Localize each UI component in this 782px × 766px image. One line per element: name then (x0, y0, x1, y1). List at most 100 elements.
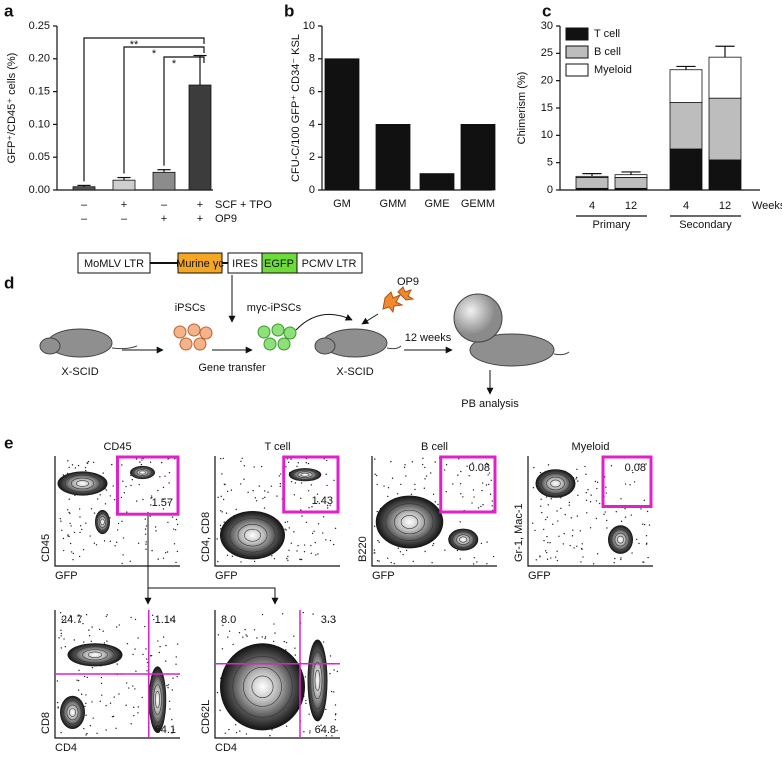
event-dot (311, 506, 313, 508)
event-dot (581, 543, 583, 545)
event-dot (296, 550, 298, 552)
event-dot (167, 458, 169, 460)
contour (297, 471, 313, 478)
event-dot (393, 562, 395, 565)
event-dot (217, 496, 219, 499)
event-dot (290, 542, 293, 544)
event-dot (231, 555, 234, 558)
event-dot (169, 708, 171, 710)
event-dot (144, 625, 146, 628)
event-dot (414, 488, 416, 491)
event-dot (452, 483, 454, 485)
event-dot (554, 556, 557, 558)
event-dot (335, 713, 337, 715)
x-tick-label: GMM (380, 198, 407, 210)
event-dot (65, 620, 67, 622)
event-dot (234, 724, 237, 726)
event-dot (287, 555, 289, 558)
event-dot (222, 457, 224, 460)
event-dot (72, 558, 74, 561)
event-dot (238, 632, 241, 634)
event-dot (533, 466, 535, 469)
condition-sign: + (121, 199, 127, 211)
event-dot (327, 620, 330, 623)
event-dot (67, 509, 69, 511)
construct-box (177, 252, 223, 274)
event-dot (171, 516, 174, 518)
event-dot (576, 515, 579, 517)
event-dot (216, 691, 219, 694)
event-dot (334, 620, 336, 622)
contour (153, 684, 162, 715)
legend-swatch (565, 27, 589, 41)
event-dot (99, 700, 102, 703)
event-dot (62, 537, 65, 540)
event-dot (175, 561, 177, 564)
bar (375, 124, 411, 191)
event-dot (293, 635, 295, 637)
event-dot (106, 640, 108, 642)
event-dot (572, 529, 574, 531)
event-dot (646, 510, 649, 513)
step-label: X-SCID (61, 366, 98, 378)
event-dot (264, 636, 267, 638)
significance-label: * (172, 58, 177, 70)
event-dot (287, 461, 290, 464)
event-dot (285, 466, 287, 468)
event-dot (118, 624, 120, 626)
contour (66, 704, 79, 721)
event-dot (60, 647, 63, 649)
event-dot (224, 732, 227, 734)
density (220, 643, 305, 731)
group-label: Primary (593, 219, 631, 231)
event-dot (373, 549, 376, 551)
event-dot (564, 513, 566, 516)
event-dot (222, 498, 225, 501)
event-dot (122, 537, 125, 539)
contour (155, 690, 160, 709)
event-dot (605, 519, 608, 522)
event-dot (240, 561, 242, 563)
event-dot (62, 549, 65, 552)
plot-axes (54, 610, 180, 739)
event-dot (82, 549, 85, 551)
contour (75, 646, 115, 664)
event-dot (557, 520, 559, 522)
event-dot (329, 504, 331, 506)
event-dot (486, 541, 488, 543)
event-dot (145, 541, 147, 543)
event-dot (158, 651, 160, 654)
step-label: OP9 (397, 276, 419, 288)
gate (439, 455, 497, 514)
event-dot (73, 639, 75, 641)
y-tick-label: 5 (547, 157, 553, 169)
event-dot (167, 521, 169, 523)
event-dot (550, 557, 552, 559)
event-dot (336, 729, 338, 732)
event-dot (645, 543, 648, 545)
event-dot (121, 520, 123, 523)
event-dot (542, 528, 545, 531)
quadrant-value: 64.8 (315, 724, 336, 736)
event-dot (165, 660, 167, 662)
event-dot (60, 520, 62, 522)
event-dot (56, 680, 59, 682)
event-dot (300, 497, 302, 500)
event-dot (624, 483, 627, 485)
event-dot (424, 466, 426, 469)
event-dot (86, 676, 89, 679)
event-dot (130, 616, 132, 619)
x-axis-label: CD4 (215, 742, 237, 754)
event-dot (85, 522, 87, 524)
event-dot (262, 497, 264, 500)
event-dot (322, 516, 325, 518)
x-axis-label: GFP (55, 570, 78, 582)
event-dot (111, 463, 113, 466)
event-dot (312, 613, 314, 615)
condition-sign: + (161, 213, 167, 225)
event-dot (240, 460, 242, 462)
event-dot (96, 498, 99, 500)
y-tick-label: 0.00 (29, 184, 50, 196)
event-dot (125, 704, 127, 706)
